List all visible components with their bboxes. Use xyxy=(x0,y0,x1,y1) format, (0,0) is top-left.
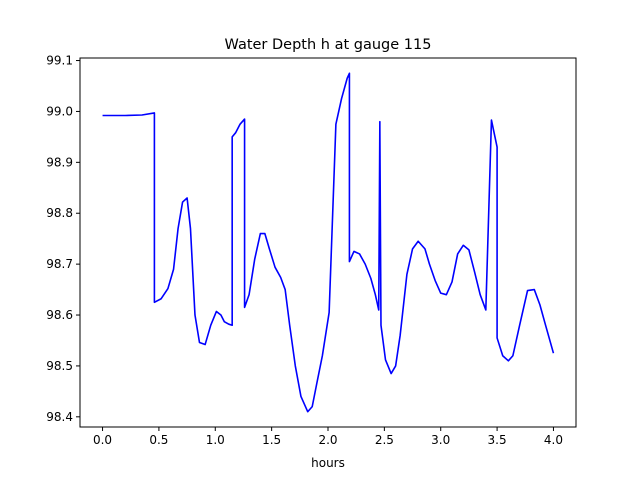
x-tick-label: 3.5 xyxy=(488,433,507,447)
x-tick-label: 3.0 xyxy=(431,433,450,447)
x-tick-label: 1.0 xyxy=(206,433,225,447)
y-tick-label: 98.4 xyxy=(46,410,73,424)
y-tick-label: 98.8 xyxy=(46,206,73,220)
plot-area: 0.0 0.5 1.0 1.5 2.0 2.5 3.0 3.5 4.0 98.4 98.5 98.6 9… xyxy=(46,54,577,447)
y-tick-label: 98.6 xyxy=(46,308,73,322)
y-tick-label: 99.0 xyxy=(46,104,73,118)
x-tick-label: 0.5 xyxy=(149,433,168,447)
series-line-0 xyxy=(102,72,555,413)
x-tick-label: 2.5 xyxy=(375,433,394,447)
chart-title: Water Depth h at gauge 115 xyxy=(225,37,432,53)
y-tick-label: 98.7 xyxy=(46,257,73,271)
y-tick-label: 99.1 xyxy=(46,54,73,68)
x-tick-label: 4.0 xyxy=(544,433,563,447)
x-tick-label: 1.5 xyxy=(262,433,281,447)
x-axis-label: hours xyxy=(311,456,345,470)
x-tick-label: 0.0 xyxy=(93,433,112,447)
x-tick-label: 2.0 xyxy=(318,433,337,447)
y-tick-label: 98.5 xyxy=(46,359,73,373)
y-tick-label: 98.9 xyxy=(46,155,73,169)
